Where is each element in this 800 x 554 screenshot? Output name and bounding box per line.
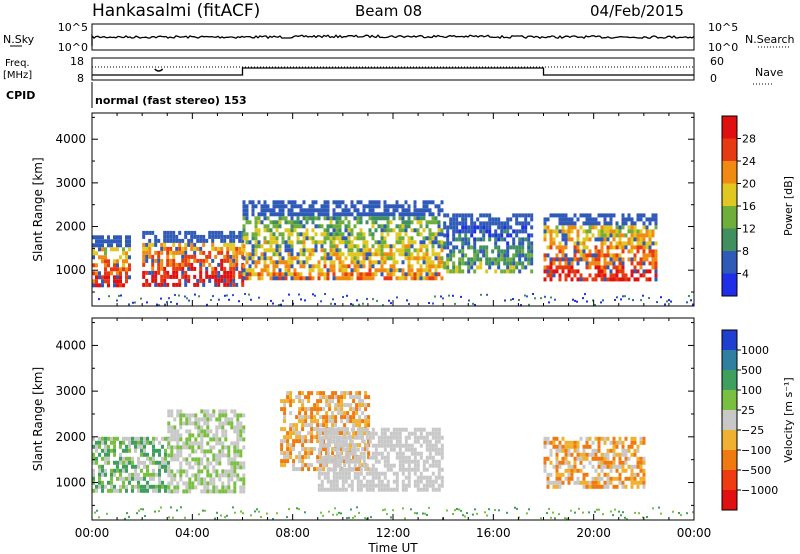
velocity-colorbar-label: 1000 xyxy=(741,344,769,357)
nave-tick-top: 60 xyxy=(710,55,724,68)
power-ytick-label: 2000 xyxy=(55,220,86,234)
velocity-colorbar-bin xyxy=(722,430,737,450)
cpid-label: CPID xyxy=(6,89,35,102)
velocity-colorbar-bin xyxy=(722,410,737,430)
velocity-colorbar-label: −1000 xyxy=(741,484,778,497)
velocity-echo-layer xyxy=(92,391,694,521)
power-colorbar-label: 24 xyxy=(742,155,756,168)
power-ytick-label: 4000 xyxy=(55,132,86,146)
nsky-label: N.Sky xyxy=(3,33,35,46)
velocity-colorbar-bin xyxy=(722,390,737,410)
freq-trace xyxy=(92,67,694,76)
power-echo-layer xyxy=(92,200,694,307)
power-colorbar-label: 12 xyxy=(742,223,756,236)
beam-label: Beam 08 xyxy=(355,2,422,20)
power-colorbar-label: 28 xyxy=(742,133,756,146)
nsky-tick-top: 10^5 xyxy=(58,21,88,34)
power-panel: 1000 2000 3000 4000 Slant Range [km] xyxy=(31,112,695,307)
nave-tick-bottom: 0 xyxy=(710,72,717,85)
velocity-colorbar-label: −25 xyxy=(741,424,764,437)
velocity-colorbar-bin xyxy=(722,450,737,470)
cpid-text: normal (fast stereo) 153 xyxy=(95,94,247,107)
velocity-ytick-label: 1000 xyxy=(55,476,86,490)
power-ytick-label: 1000 xyxy=(55,263,86,277)
xtick-label: 00:00 xyxy=(75,526,110,540)
freq-frame xyxy=(91,57,695,81)
freq-label: Freq. xyxy=(5,58,30,69)
power-colorbar-label: 8 xyxy=(742,245,749,258)
nsky-tick-bottom: 10^0 xyxy=(58,41,88,54)
velocity-ytick-label: 4000 xyxy=(55,338,86,352)
velocity-colorbar-title: Velocity [m s⁻¹] xyxy=(782,377,795,462)
xtick-label: 20:00 xyxy=(576,526,611,540)
xtick-label: 12:00 xyxy=(376,526,411,540)
velocity-ytick-label: 2000 xyxy=(55,430,86,444)
velocity-colorbar-label: −500 xyxy=(741,464,771,477)
nsearch-tick-bottom: 10^0 xyxy=(708,41,738,54)
nsearch-tick-top: 10^5 xyxy=(708,21,738,34)
xtick-label: 04:00 xyxy=(175,526,210,540)
xaxis-label: Time UT xyxy=(367,541,418,554)
power-colorbar-bin xyxy=(722,251,737,274)
power-colorbar-bin xyxy=(722,161,737,184)
velocity-colorbar-bin xyxy=(722,490,737,510)
velocity-panel: 1000 2000 3000 4000 Slant Range [km] xyxy=(31,317,695,521)
xtick-label: 16:00 xyxy=(476,526,511,540)
freq-tick-bottom: 8 xyxy=(77,72,84,85)
power-colorbar-label: 20 xyxy=(742,178,756,191)
velocity-colorbar-label: 100 xyxy=(741,384,762,397)
power-colorbar-label: 16 xyxy=(742,200,756,213)
nave-label: Nave xyxy=(755,66,783,79)
power-colorbar-bin xyxy=(722,228,737,251)
xtick-label: 00:00 xyxy=(677,526,712,540)
power-colorbar-title: Power [dB] xyxy=(782,176,795,236)
velocity-colorbar-bin xyxy=(722,330,737,350)
nsearch-label: N.Search xyxy=(745,33,795,46)
velocity-colorbar-label: 25 xyxy=(741,404,755,417)
velocity-colorbar-bin xyxy=(722,350,737,370)
power-colorbar-bin xyxy=(722,183,737,206)
velocity-colorbar-label: 500 xyxy=(741,364,762,377)
freq-blip xyxy=(154,68,164,72)
power-colorbar-bin xyxy=(722,138,737,161)
power-ytick-label: 3000 xyxy=(55,176,86,190)
date-label: 04/Feb/2015 xyxy=(590,2,684,20)
freq-tick-top: 18 xyxy=(70,55,84,68)
power-colorbar-label: 4 xyxy=(742,268,749,281)
velocity-colorbar-bin xyxy=(722,370,737,390)
velocity-colorbar-frame xyxy=(721,329,738,511)
freq-unit: [MHz] xyxy=(3,70,32,81)
velocity-ytick-label: 3000 xyxy=(55,384,86,398)
velocity-colorbar-bin xyxy=(722,470,737,490)
station-title: Hankasalmi (fitACF) xyxy=(92,1,260,21)
power-ylabel: Slant Range [km] xyxy=(31,157,45,261)
power-colorbar-bin xyxy=(722,116,737,139)
xtick-label: 08:00 xyxy=(275,526,310,540)
velocity-colorbar-label: −100 xyxy=(741,444,771,457)
nsky-trace xyxy=(91,34,695,46)
power-colorbar-bin xyxy=(722,273,737,296)
power-colorbar-bin xyxy=(722,206,737,229)
velocity-ylabel: Slant Range [km] xyxy=(31,367,45,471)
